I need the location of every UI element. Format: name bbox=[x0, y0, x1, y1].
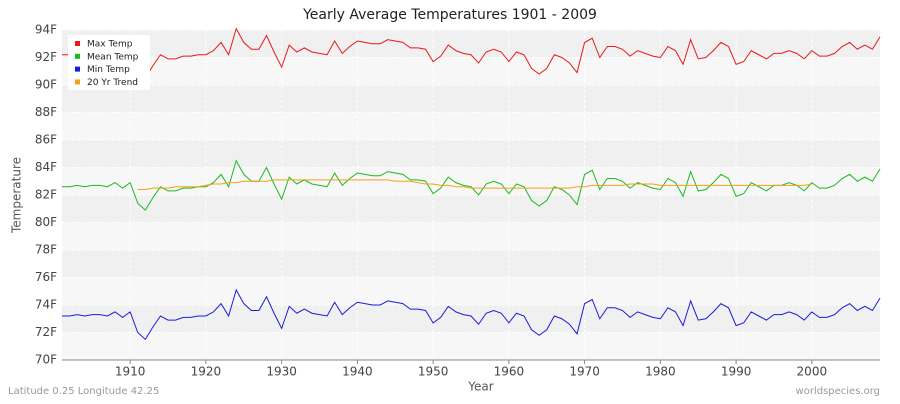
grid-band bbox=[62, 140, 880, 168]
grid-band bbox=[62, 250, 880, 278]
grid-band bbox=[62, 167, 880, 195]
legend-swatch bbox=[75, 53, 80, 59]
y-axis-label: Temperature bbox=[10, 157, 24, 234]
y-tick-label: 86F bbox=[35, 133, 57, 147]
y-tick-label: 92F bbox=[35, 50, 57, 64]
x-tick-label: 1930 bbox=[266, 365, 297, 379]
grid-band bbox=[62, 277, 880, 305]
grid-band bbox=[62, 305, 880, 333]
x-tick-label: 1960 bbox=[494, 365, 525, 379]
y-tick-label: 94F bbox=[35, 23, 57, 37]
chart-title: Yearly Average Temperatures 1901 - 2009 bbox=[302, 7, 597, 23]
series-line bbox=[62, 288, 881, 341]
grid-band bbox=[62, 332, 880, 360]
x-tick-label: 1920 bbox=[191, 365, 222, 379]
y-tick-label: 70F bbox=[35, 353, 57, 367]
legend-label: Max Temp bbox=[87, 40, 133, 50]
y-tick-label: 78F bbox=[35, 243, 57, 257]
footer-location: Latitude 0.25 Longitude 42.25 bbox=[8, 386, 159, 397]
x-axis-label: Year bbox=[467, 380, 493, 394]
grid-band bbox=[62, 222, 880, 250]
grid-band bbox=[62, 85, 880, 113]
legend-label: Min Temp bbox=[87, 65, 130, 75]
x-tick-label: 1950 bbox=[418, 365, 449, 379]
y-tick-label: 90F bbox=[35, 78, 57, 92]
legend-swatch bbox=[75, 66, 80, 72]
x-tick-label: 1970 bbox=[569, 365, 600, 379]
legend-label: Mean Temp bbox=[87, 52, 139, 62]
y-tick-label: 72F bbox=[35, 325, 57, 339]
x-tick-label: 1910 bbox=[115, 365, 146, 379]
plot-area bbox=[62, 29, 880, 361]
legend-swatch bbox=[75, 79, 80, 85]
y-tick-label: 88F bbox=[35, 105, 57, 119]
y-tick-label: 76F bbox=[35, 270, 57, 284]
legend-label: 20 Yr Trend bbox=[87, 78, 138, 88]
grid-band bbox=[62, 57, 880, 85]
legend-box bbox=[68, 35, 150, 90]
y-tick-label: 82F bbox=[35, 188, 57, 202]
series-line bbox=[137, 179, 812, 190]
series-line bbox=[62, 27, 881, 79]
y-tick-label: 80F bbox=[35, 215, 57, 229]
grid-band bbox=[62, 30, 880, 58]
grid-band bbox=[62, 112, 880, 140]
x-tick-label: 2000 bbox=[797, 365, 828, 379]
x-tick-label: 1940 bbox=[342, 365, 373, 379]
y-tick-label: 74F bbox=[35, 298, 57, 312]
footer-source: worldspecies.org bbox=[796, 386, 880, 397]
grid-band bbox=[62, 195, 880, 223]
y-tick-label: 84F bbox=[35, 160, 57, 174]
x-tick-label: 1990 bbox=[721, 365, 752, 379]
x-tick-label: 1980 bbox=[645, 365, 676, 379]
legend-swatch bbox=[75, 41, 80, 46]
